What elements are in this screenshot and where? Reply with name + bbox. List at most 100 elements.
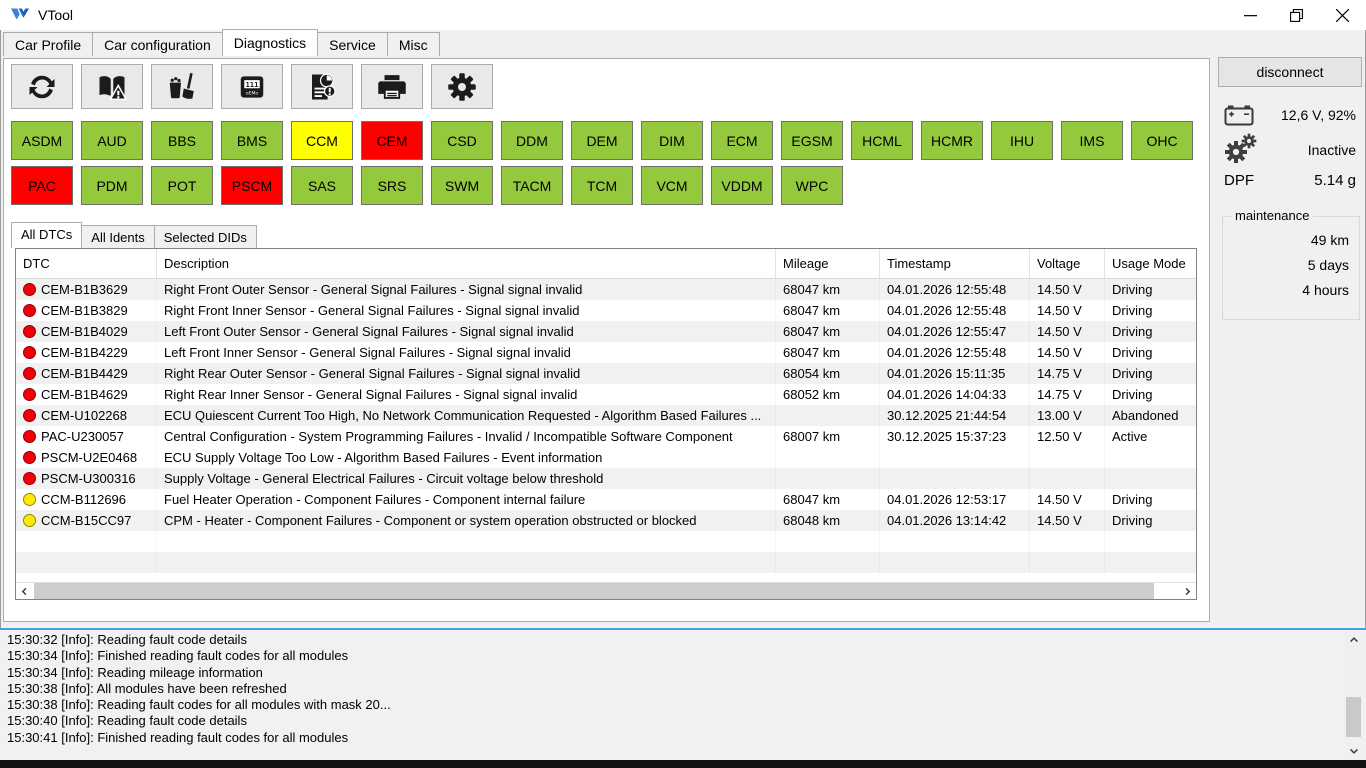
timestamp-cell	[880, 468, 1030, 489]
module-button-bbs[interactable]: BBS	[151, 121, 213, 160]
subtab-all-idents[interactable]: All Idents	[81, 225, 155, 248]
table-row[interactable]: CEM-B1B4029 Left Front Outer Sensor - Gen…	[16, 321, 1196, 342]
print-button[interactable]	[361, 64, 423, 109]
subtab-all-dtcs[interactable]: All DTCs	[11, 222, 83, 248]
clear-fault-codes-button[interactable]	[151, 64, 213, 109]
minimize-button[interactable]	[1227, 1, 1273, 30]
scroll-down-icon[interactable]	[1345, 742, 1362, 759]
maintenance-groupbox: maintenance 49 km 5 days 4 hours	[1222, 208, 1360, 320]
module-button-pac[interactable]: PAC	[11, 166, 73, 205]
module-button-srs[interactable]: SRS	[361, 166, 423, 205]
subtab-bar: All DTCs All Idents Selected DIDs	[11, 222, 257, 248]
module-button-bms[interactable]: BMS	[221, 121, 283, 160]
table-row[interactable]: PSCM-U300316 Supply Voltage - General Ele…	[16, 468, 1196, 489]
read-fault-codes-button[interactable]	[81, 64, 143, 109]
table-row[interactable]: CEM-B1B3829 Right Front Inner Sensor - Ge…	[16, 300, 1196, 321]
mileage-cell: 68054 km	[776, 363, 880, 384]
restore-button[interactable]	[1273, 1, 1319, 30]
severity-yellow-icon	[23, 514, 36, 527]
tab-diagnostics[interactable]: Diagnostics	[221, 29, 319, 56]
scroll-left-icon[interactable]	[16, 583, 33, 599]
report-clock-alert-icon	[307, 72, 337, 102]
mileage-cell	[776, 468, 880, 489]
dtc-cell: PSCM-U300316	[16, 468, 157, 489]
table-row[interactable]: CCM-B112696 Fuel Heater Operation - Compo…	[16, 489, 1196, 510]
scroll-up-icon[interactable]	[1345, 631, 1362, 648]
mileage-cell: 68007 km	[776, 426, 880, 447]
description-cell: CPM - Heater - Component Failures - Comp…	[157, 510, 776, 531]
mileage-cell	[776, 552, 880, 573]
module-button-pot[interactable]: POT	[151, 166, 213, 205]
description-cell: Left Front Inner Sensor - General Signal…	[157, 342, 776, 363]
table-row[interactable]: PAC-U230057 Central Configuration - Syste…	[16, 426, 1196, 447]
module-button-aud[interactable]: AUD	[81, 121, 143, 160]
table-row[interactable]: CEM-U102268 ECU Quiescent Current Too Hig…	[16, 405, 1196, 426]
module-button-swm[interactable]: SWM	[431, 166, 493, 205]
module-button-cem[interactable]: CEM	[361, 121, 423, 160]
subtab-selected-dids[interactable]: Selected DIDs	[153, 225, 257, 248]
horizontal-scrollbar-thumb[interactable]	[34, 583, 1154, 599]
module-button-ecm[interactable]: ECM	[711, 121, 773, 160]
module-button-sas[interactable]: SAS	[291, 166, 353, 205]
module-button-wpc[interactable]: WPC	[781, 166, 843, 205]
scroll-right-icon[interactable]	[1179, 583, 1196, 599]
module-button-vddm[interactable]: VDDM	[711, 166, 773, 205]
module-button-ddm[interactable]: DDM	[501, 121, 563, 160]
module-button-dim[interactable]: DIM	[641, 121, 703, 160]
timestamp-cell: 04.01.2026 13:14:42	[880, 510, 1030, 531]
column-header-timestamp[interactable]: Timestamp	[880, 249, 1030, 278]
module-button-asdm[interactable]: ASDM	[11, 121, 73, 160]
module-button-egsm[interactable]: EGSM	[781, 121, 843, 160]
voltage-cell: 14.75 V	[1030, 384, 1105, 405]
dtc-cell: CEM-B1B4429	[16, 363, 157, 384]
dpf-label: DPF	[1224, 171, 1254, 189]
column-header-usage-mode[interactable]: Usage Mode	[1112, 256, 1186, 271]
mileage-cell: 68047 km	[776, 489, 880, 510]
log-vertical-scrollbar[interactable]	[1345, 631, 1362, 759]
column-header-description[interactable]: Description	[157, 249, 776, 278]
module-button-vcm[interactable]: VCM	[641, 166, 703, 205]
module-button-dem[interactable]: DEM	[571, 121, 633, 160]
refresh-button[interactable]	[11, 64, 73, 109]
tab-car-profile[interactable]: Car Profile	[3, 32, 94, 56]
close-button[interactable]	[1319, 1, 1365, 30]
disconnect-button[interactable]: disconnect	[1218, 57, 1362, 87]
dtc-cell: CEM-B1B4229	[16, 342, 157, 363]
usage-mode-cell	[1105, 552, 1196, 573]
table-row[interactable]: PSCM-U2E0468 ECU Supply Voltage Too Low -…	[16, 447, 1196, 468]
module-button-ims[interactable]: IMS	[1061, 121, 1123, 160]
column-header-mileage[interactable]: Mileage	[776, 249, 880, 278]
module-button-ihu[interactable]: IHU	[991, 121, 1053, 160]
module-button-pdm[interactable]: PDM	[81, 166, 143, 205]
module-button-ohc[interactable]: OHC	[1131, 121, 1193, 160]
table-row[interactable]: CCM-B15CC97 CPM - Heater - Component Fail…	[16, 510, 1196, 531]
tab-car-configuration[interactable]: Car configuration	[92, 32, 223, 56]
voltage-cell: 14.50 V	[1030, 300, 1105, 321]
module-button-pscm[interactable]: PSCM	[221, 166, 283, 205]
tab-service[interactable]: Service	[317, 32, 388, 56]
timestamp-cell: 30.12.2025 21:44:54	[880, 405, 1030, 426]
table-row[interactable]: CEM-B1B4229 Left Front Inner Sensor - Gen…	[16, 342, 1196, 363]
table-row-empty	[16, 531, 1196, 552]
module-button-hcmr[interactable]: HCMR	[921, 121, 983, 160]
mileage-cell: 68047 km	[776, 321, 880, 342]
timestamp-cell: 04.01.2026 12:55:48	[880, 279, 1030, 300]
horizontal-scrollbar[interactable]	[16, 582, 1196, 599]
odometer-button[interactable]: 111 oEMo	[221, 64, 283, 109]
module-button-tacm[interactable]: TACM	[501, 166, 563, 205]
module-button-csd[interactable]: CSD	[431, 121, 493, 160]
module-grid: ASDM AUD BBS BMS CCM CEM CSD DDM DEM DIM ECM EGSM HC…	[11, 121, 1207, 205]
table-row[interactable]: CEM-B1B4629 Right Rear Inner Sensor - Gen…	[16, 384, 1196, 405]
module-button-ccm[interactable]: CCM	[291, 121, 353, 160]
module-button-hcml[interactable]: HCML	[851, 121, 913, 160]
column-header-dtc[interactable]: DTC	[16, 249, 157, 278]
column-header-voltage[interactable]: Voltage	[1030, 249, 1105, 278]
log-scrollbar-thumb[interactable]	[1346, 697, 1361, 737]
table-row[interactable]: CEM-B1B4429 Right Rear Outer Sensor - Gen…	[16, 363, 1196, 384]
tab-misc[interactable]: Misc	[386, 32, 440, 56]
module-button-tcm[interactable]: TCM	[571, 166, 633, 205]
report-button[interactable]	[291, 64, 353, 109]
table-row[interactable]: CEM-B1B3629 Right Front Outer Sensor - Ge…	[16, 279, 1196, 300]
settings-button[interactable]	[431, 64, 493, 109]
usage-mode-cell	[1105, 531, 1196, 552]
